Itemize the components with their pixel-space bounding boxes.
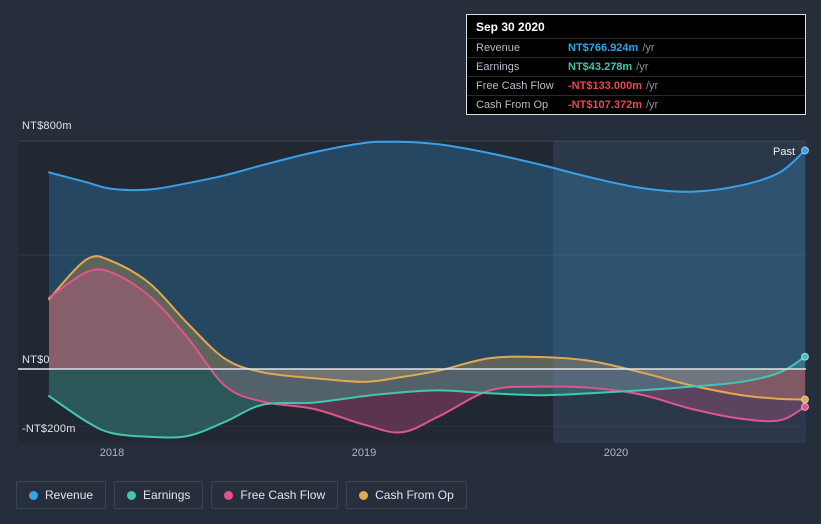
legend-label: Cash From Op — [375, 488, 454, 502]
x-tick-2020: 2020 — [603, 447, 629, 459]
legend-label: Earnings — [143, 488, 191, 502]
tooltip-label: Cash From Op — [476, 99, 549, 111]
legend-label: Free Cash Flow — [240, 488, 326, 502]
tooltip-unit: /yr — [646, 80, 659, 92]
tooltip-row-revenue: Revenue NT$766.924m /yr — [467, 38, 805, 57]
legend-label: Revenue — [45, 488, 94, 502]
past-label: Past — [772, 146, 795, 158]
tooltip-date: Sep 30 2020 — [476, 20, 545, 34]
legend-item-free-cash-flow[interactable]: Free Cash Flow — [211, 481, 339, 509]
cash-from-op-dot-icon — [359, 490, 369, 500]
tooltip-row-free-cash-flow: Free Cash Flow -NT$133.000m /yr — [467, 76, 805, 95]
chart-tooltip: Sep 30 2020 Revenue NT$766.924m /yr Earn… — [466, 14, 806, 115]
y-tick-800m: NT$800m — [22, 120, 72, 132]
y-tick-0: NT$0 — [22, 354, 50, 366]
x-tick-2019: 2019 — [351, 447, 377, 459]
tooltip-value: NT$43.278m — [568, 61, 633, 73]
tooltip-label: Earnings — [476, 61, 520, 73]
earnings-dot-icon — [127, 490, 137, 500]
tooltip-label: Revenue — [476, 42, 521, 54]
tooltip-unit: /yr — [642, 42, 655, 54]
revenue-dot-icon — [29, 490, 38, 500]
tooltip-row-earnings: Earnings NT$43.278m /yr — [467, 57, 805, 76]
tooltip-label: Free Cash Flow — [476, 80, 554, 92]
tooltip-value: -NT$107.372m — [568, 99, 642, 111]
legend-item-cash-from-op[interactable]: Cash From Op — [346, 481, 467, 509]
tooltip-row-cash-from-op: Cash From Op -NT$107.372m /yr — [467, 95, 805, 114]
free-cash-flow-dot-icon — [224, 490, 234, 500]
tooltip-value: NT$766.924m — [568, 42, 639, 54]
legend-item-earnings[interactable]: Earnings — [114, 481, 204, 509]
x-tick-2018: 2018 — [99, 447, 125, 459]
tooltip-unit: /yr — [636, 61, 649, 73]
legend-item-revenue[interactable]: Revenue — [16, 481, 107, 509]
legend: Revenue Earnings Free Cash Flow Cash Fro… — [16, 481, 467, 509]
tooltip-unit: /yr — [646, 99, 659, 111]
tooltip-value: -NT$133.000m — [568, 80, 642, 92]
y-tick-neg200m: -NT$200m — [22, 423, 76, 435]
